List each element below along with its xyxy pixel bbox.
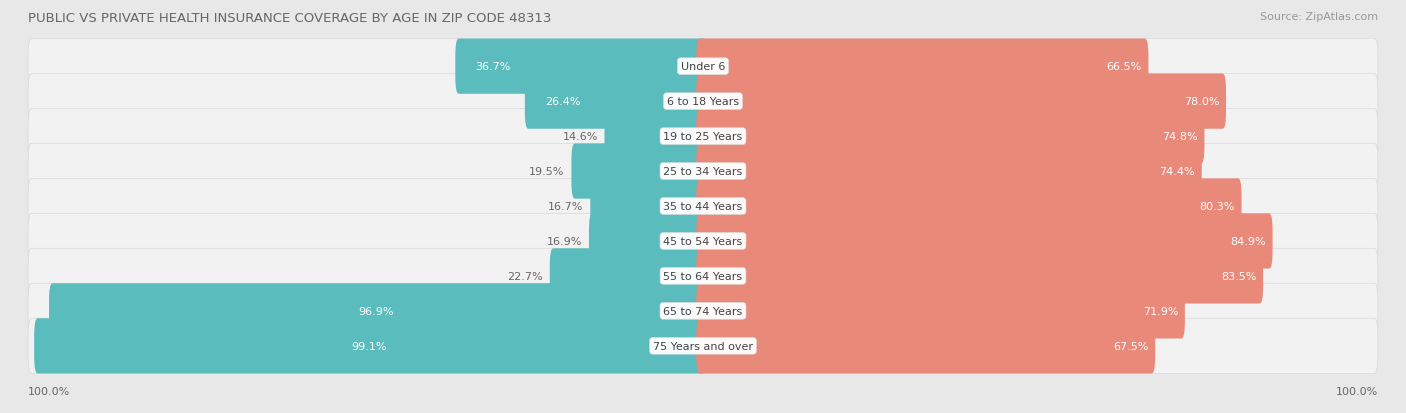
FancyBboxPatch shape xyxy=(28,214,1378,269)
FancyBboxPatch shape xyxy=(34,318,706,373)
Text: 83.5%: 83.5% xyxy=(1220,271,1257,281)
Text: 96.9%: 96.9% xyxy=(359,306,394,316)
Text: 75 Years and over: 75 Years and over xyxy=(652,341,754,351)
Text: 71.9%: 71.9% xyxy=(1143,306,1178,316)
Text: 25 to 34 Years: 25 to 34 Years xyxy=(664,166,742,177)
Text: 84.9%: 84.9% xyxy=(1230,236,1265,247)
Text: 35 to 44 Years: 35 to 44 Years xyxy=(664,202,742,211)
Text: 6 to 18 Years: 6 to 18 Years xyxy=(666,97,740,107)
Text: 14.6%: 14.6% xyxy=(562,132,598,142)
Text: 100.0%: 100.0% xyxy=(1336,387,1378,396)
FancyBboxPatch shape xyxy=(696,214,1272,269)
Text: 66.5%: 66.5% xyxy=(1107,62,1142,72)
FancyBboxPatch shape xyxy=(696,109,1205,164)
Text: PUBLIC VS PRIVATE HEALTH INSURANCE COVERAGE BY AGE IN ZIP CODE 48313: PUBLIC VS PRIVATE HEALTH INSURANCE COVER… xyxy=(28,12,551,25)
FancyBboxPatch shape xyxy=(28,144,1378,199)
FancyBboxPatch shape xyxy=(28,284,1378,339)
FancyBboxPatch shape xyxy=(456,40,706,95)
FancyBboxPatch shape xyxy=(49,284,706,339)
FancyBboxPatch shape xyxy=(28,249,1378,304)
FancyBboxPatch shape xyxy=(28,74,1378,129)
Text: 74.4%: 74.4% xyxy=(1160,166,1195,177)
Text: 65 to 74 Years: 65 to 74 Years xyxy=(664,306,742,316)
FancyBboxPatch shape xyxy=(571,144,706,199)
Text: Under 6: Under 6 xyxy=(681,62,725,72)
Text: 67.5%: 67.5% xyxy=(1114,341,1149,351)
Text: 99.1%: 99.1% xyxy=(352,341,387,351)
FancyBboxPatch shape xyxy=(696,284,1185,339)
Text: 16.9%: 16.9% xyxy=(547,236,582,247)
FancyBboxPatch shape xyxy=(696,74,1226,129)
FancyBboxPatch shape xyxy=(28,179,1378,234)
FancyBboxPatch shape xyxy=(524,74,706,129)
Text: 74.8%: 74.8% xyxy=(1163,132,1198,142)
FancyBboxPatch shape xyxy=(589,214,706,269)
Text: 80.3%: 80.3% xyxy=(1199,202,1234,211)
Text: 19.5%: 19.5% xyxy=(529,166,565,177)
Text: 26.4%: 26.4% xyxy=(546,97,581,107)
Text: 78.0%: 78.0% xyxy=(1184,97,1219,107)
FancyBboxPatch shape xyxy=(696,318,1156,373)
Text: 16.7%: 16.7% xyxy=(548,202,583,211)
Text: 100.0%: 100.0% xyxy=(28,387,70,396)
FancyBboxPatch shape xyxy=(550,249,706,304)
FancyBboxPatch shape xyxy=(28,109,1378,164)
FancyBboxPatch shape xyxy=(591,179,706,234)
FancyBboxPatch shape xyxy=(696,179,1241,234)
FancyBboxPatch shape xyxy=(605,109,706,164)
Text: 19 to 25 Years: 19 to 25 Years xyxy=(664,132,742,142)
FancyBboxPatch shape xyxy=(28,318,1378,373)
FancyBboxPatch shape xyxy=(696,40,1149,95)
Text: 45 to 54 Years: 45 to 54 Years xyxy=(664,236,742,247)
FancyBboxPatch shape xyxy=(28,40,1378,95)
FancyBboxPatch shape xyxy=(696,249,1263,304)
Text: Source: ZipAtlas.com: Source: ZipAtlas.com xyxy=(1260,12,1378,22)
Text: 22.7%: 22.7% xyxy=(508,271,543,281)
Text: 36.7%: 36.7% xyxy=(475,62,510,72)
Text: 55 to 64 Years: 55 to 64 Years xyxy=(664,271,742,281)
FancyBboxPatch shape xyxy=(696,144,1202,199)
